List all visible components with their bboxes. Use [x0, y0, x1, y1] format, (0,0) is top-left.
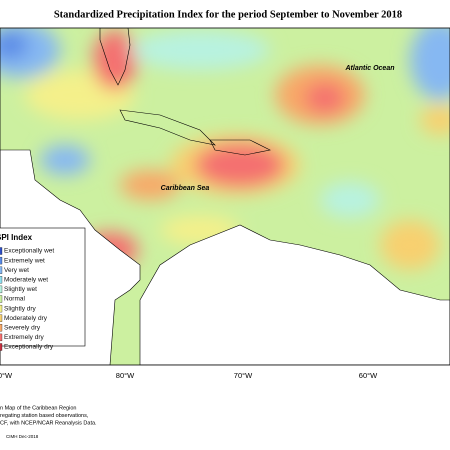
legend-label: Moderately dry: [4, 315, 48, 322]
legend-title: SPI Index: [0, 233, 33, 242]
note: regating station based observations,: [0, 413, 89, 419]
map-frame: [0, 27, 450, 366]
note: n Map of the Caribbean Region: [0, 405, 76, 411]
legend-swatch: [0, 276, 3, 284]
notes: n Map of the Caribbean Region regating st…: [0, 405, 97, 426]
legend-swatch: [0, 343, 3, 351]
longitude-labels: 0°W 80°W 70°W 60°W: [0, 371, 378, 380]
legend-label: Slightly dry: [4, 305, 37, 312]
legend-label: Slightly wet: [4, 286, 37, 293]
legend-label: Extremely dry: [4, 334, 44, 341]
legend: SPI Index Exceptionally wet Extremely wet…: [0, 227, 86, 351]
note: CF, with NCEP/NCAR Reanalysis Data.: [0, 420, 97, 426]
sea-label: Caribbean Sea: [161, 185, 210, 192]
credit: CIMH Dec-2018: [6, 434, 39, 439]
legend-swatch: [0, 266, 3, 274]
longitude-label: 0°W: [0, 371, 13, 380]
legend-swatch: [0, 295, 3, 303]
legend-label: Moderately wet: [4, 277, 48, 284]
longitude-label: 80°W: [116, 371, 135, 380]
legend-swatch: [0, 314, 3, 322]
legend-label: Very wet: [4, 267, 29, 274]
legend-label: Severely dry: [4, 325, 41, 332]
ocean-label: Atlantic Ocean: [344, 65, 394, 72]
legend-box: [0, 227, 86, 347]
legend-label: Extremely wet: [4, 257, 45, 264]
legend-swatch: [0, 333, 3, 342]
legend-swatch: [0, 285, 3, 294]
legend-label: Exceptionally wet: [4, 248, 54, 255]
legend-swatch: [0, 304, 3, 313]
legend-label: Normal: [4, 296, 26, 303]
legend-swatch: [0, 247, 3, 255]
legend-swatch: [0, 256, 3, 265]
map-title: Standardized Precipitation Index for the…: [54, 9, 402, 20]
longitude-label: 60°W: [359, 371, 378, 380]
legend-swatch: [0, 324, 3, 332]
legend-label: Exceptionally dry: [4, 344, 54, 351]
longitude-label: 70°W: [234, 371, 253, 380]
